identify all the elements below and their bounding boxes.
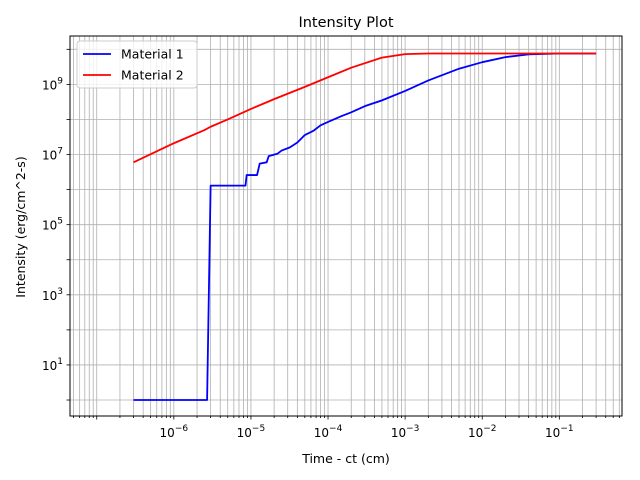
y-tick-label: 109 (42, 76, 63, 92)
x-tick-label: 10−1 (545, 424, 574, 440)
legend-box (76, 40, 198, 89)
x-tick-label: 10−3 (391, 424, 420, 440)
y-tick-label: 105 (42, 217, 63, 233)
y-tick-label: 103 (42, 287, 63, 303)
y-axis-label: Intensity (erg/cm^2-s) (13, 156, 28, 297)
legend-label-material-2: Material 2 (121, 68, 184, 83)
series-line-material-1 (133, 52, 597, 401)
chart-title: Intensity Plot (298, 15, 393, 31)
x-tick-label: 10−6 (160, 424, 189, 440)
x-tick-label: 10−2 (468, 424, 497, 440)
series (133, 52, 597, 401)
y-tick-label: 107 (42, 147, 63, 163)
x-axis-label: Time - ct (cm) (301, 451, 390, 466)
legend-label-material-1: Material 1 (121, 47, 184, 62)
x-tick-label: 10−5 (237, 424, 266, 440)
axis-ticks: 10−6 10−5 10−4 10−3 10−2 10−1 101 103 105 107 109 (42, 48, 620, 440)
x-tick-label: 10−4 (314, 424, 343, 440)
series-line-material-2 (133, 52, 597, 164)
grid (70, 36, 622, 416)
legend: Material 1 Material 2 (76, 40, 198, 89)
y-tick-label: 101 (42, 357, 63, 373)
plot-frame (69, 35, 623, 417)
